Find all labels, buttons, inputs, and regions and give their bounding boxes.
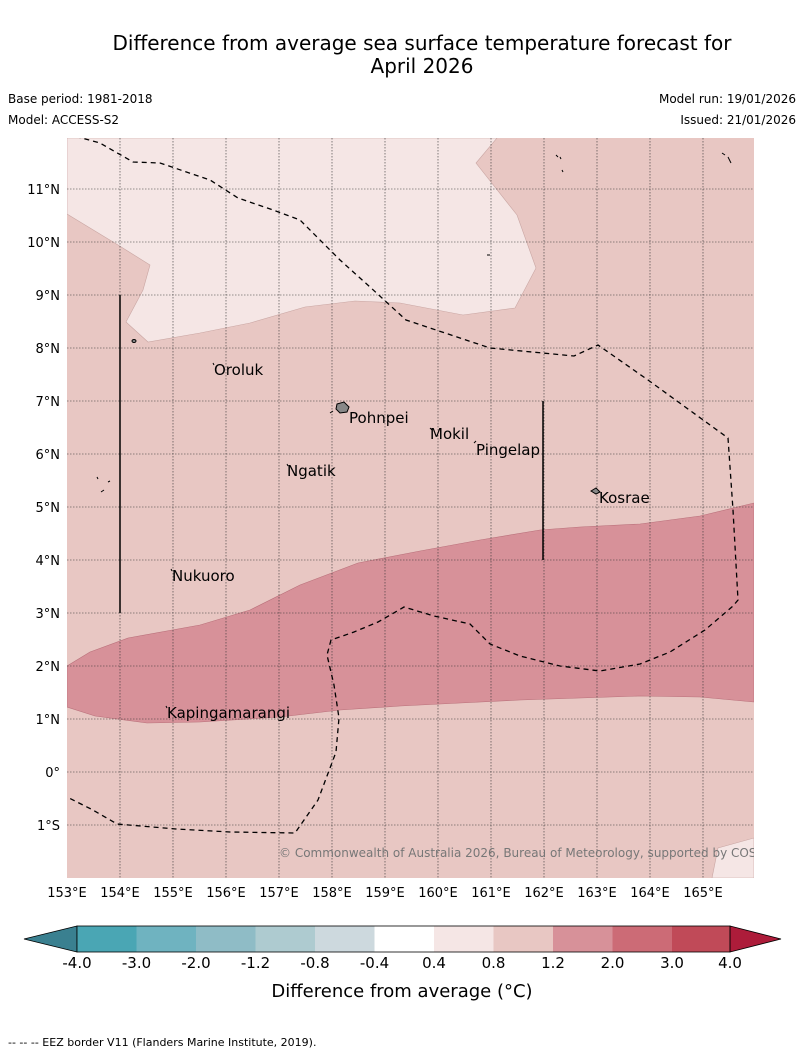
colorbar-tick: -2.0 [181, 954, 210, 972]
lon-label: 159°E [365, 886, 405, 901]
oroluk-atoll [212, 362, 215, 366]
lon-label: 160°E [418, 886, 458, 901]
latitude-labels: 11°N 10°N 9°N 8°N 7°N 6°N 5°N 4°N 3°N 2°… [27, 183, 60, 834]
colorbar-tick: -3.0 [122, 954, 151, 972]
copyright-notice: © Commonwealth of Australia 2026, Bureau… [279, 846, 784, 860]
label-oroluk: Oroluk [214, 361, 263, 379]
ngatik-atoll [286, 463, 289, 467]
lat-label: 8°N [36, 342, 61, 357]
colorbar-tick: -1.2 [241, 954, 270, 972]
colorbar-low-extension [23, 925, 78, 953]
lon-label: 161°E [471, 886, 511, 901]
colorbar-tick: -0.8 [300, 954, 329, 972]
lon-label: 162°E [524, 886, 564, 901]
issued-date: Issued: 21/01/2026 [680, 113, 796, 127]
colorbar-outline [76, 925, 731, 953]
label-mokil: Mokil [430, 425, 469, 443]
eez-footnote: -- -- -- EEZ border V11 (Flanders Marine… [8, 1036, 317, 1049]
sst-band-0.4-0.8-southeast [711, 837, 754, 878]
lat-label: 0° [45, 766, 60, 781]
label-kosrae: Kosrae [599, 489, 650, 507]
colorbar-tick: 0.4 [422, 954, 446, 972]
lon-label: 154°E [100, 886, 140, 901]
label-ngatik: Ngatik [287, 462, 336, 480]
colorbar-bin [553, 926, 613, 952]
lon-label: 165°E [683, 886, 723, 901]
lat-label: 1°S [37, 819, 60, 834]
colorbar-bin [493, 926, 553, 952]
kapingamarangi-atoll [165, 705, 168, 709]
lat-label: 4°N [36, 554, 61, 569]
colorbar-tick: -4.0 [62, 954, 91, 972]
lon-label: 153°E [47, 886, 87, 901]
label-pingelap: Pingelap [476, 441, 540, 459]
lon-label: 156°E [206, 886, 246, 901]
model-run-date: Model run: 19/01/2026 [658, 92, 796, 106]
colorbar-tick: -0.4 [360, 954, 389, 972]
colorbar-bin [315, 926, 375, 952]
colorbar-tick: 3.0 [660, 954, 684, 972]
lat-label: 11°N [27, 183, 60, 198]
island-marker [329, 410, 334, 414]
colorbar-label: Difference from average (°C) [271, 981, 532, 1002]
lat-label: 6°N [36, 448, 61, 463]
base-period: Base period: 1981-2018 [8, 92, 153, 106]
model-name: Model: ACCESS-S2 [8, 113, 120, 127]
lon-label: 163°E [577, 886, 617, 901]
colorbar-tick: 1.2 [541, 954, 565, 972]
colorbar-bin [434, 926, 494, 952]
lon-label: 164°E [630, 886, 670, 901]
place-labels: Oroluk Pohnpei Mokil Pingelap Ngatik Kos… [167, 361, 650, 722]
pohnpei-island [335, 401, 350, 414]
lon-label: 157°E [259, 886, 299, 901]
colorbar: -4.0 -3.0 -2.0 -1.2 -0.8 -0.4 0.4 0.8 1.… [23, 925, 782, 1002]
lon-label: 158°E [312, 886, 352, 901]
title-line-2: April 2026 [370, 54, 474, 78]
island-marker [96, 476, 111, 493]
label-kapingamarangi: Kapingamarangi [167, 704, 290, 722]
lat-label: 9°N [36, 289, 61, 304]
label-pohnpei: Pohnpei [349, 409, 409, 427]
pingelap-atoll [473, 440, 477, 444]
map-panel: Oroluk Pohnpei Mokil Pingelap Ngatik Kos… [67, 138, 784, 878]
island-marker [721, 152, 732, 164]
lat-label: 1°N [36, 713, 61, 728]
island-marker [555, 154, 564, 173]
colorbar-bin [612, 926, 672, 952]
island-marker [131, 339, 137, 343]
colorbar-bin [672, 926, 730, 952]
colorbar-tick: 4.0 [718, 954, 742, 972]
colorbar-tick: 0.8 [482, 954, 506, 972]
colorbar-bin [136, 926, 196, 952]
lat-label: 10°N [27, 236, 60, 251]
islands [96, 152, 732, 709]
chart-title: Difference from average sea surface temp… [40, 32, 804, 78]
mokil-atoll [429, 427, 433, 431]
colorbar-tick-labels: -4.0 -3.0 -2.0 -1.2 -0.8 -0.4 0.4 0.8 1.… [62, 954, 742, 972]
lat-label: 3°N [36, 607, 61, 622]
colorbar-bin [77, 926, 137, 952]
colorbar-tick: 2.0 [601, 954, 625, 972]
colorbar-high-extension [729, 925, 782, 953]
lon-label: 155°E [153, 886, 193, 901]
colorbar-bin [196, 926, 256, 952]
longitude-labels: 153°E 154°E 155°E 156°E 157°E 158°E 159°… [47, 886, 723, 901]
label-nukuoro: Nukuoro [172, 567, 235, 585]
title-line-1: Difference from average sea surface temp… [112, 31, 732, 55]
lat-label: 5°N [36, 501, 61, 516]
colorbar-bin [374, 926, 434, 952]
kosrae-island [590, 487, 601, 495]
lat-label: 7°N [36, 395, 61, 410]
colorbar-bin [255, 926, 315, 952]
nukuoro-atoll [170, 568, 173, 572]
eez-border [67, 138, 739, 834]
lat-label: 2°N [36, 660, 61, 675]
